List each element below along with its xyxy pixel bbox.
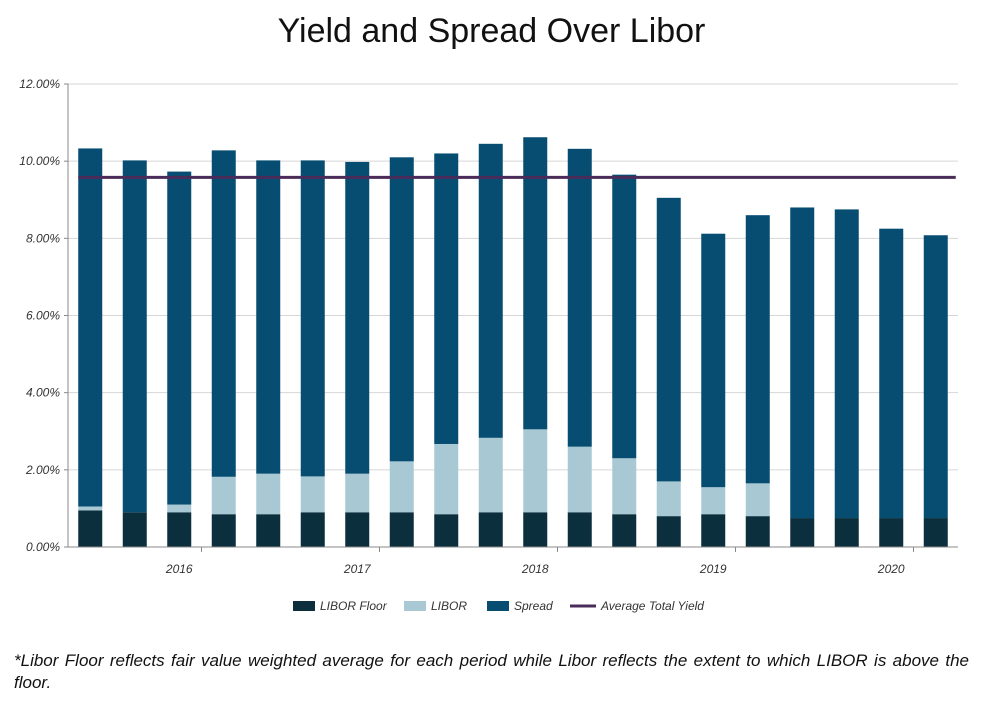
bar-libor [211,476,236,515]
bar-spread [78,148,103,507]
bar-libor-floor [478,512,503,547]
bar-libor-floor [345,512,370,547]
bar-libor-floor [167,512,192,547]
bar-libor-floor [300,512,325,547]
x-tick-label: 2018 [521,562,549,576]
x-tick-label: 2019 [699,562,727,576]
y-tick-label: 8.00% [26,231,60,245]
bar-libor-floor [256,514,281,547]
bar-spread [478,143,503,438]
bar-libor [167,504,192,513]
footnote: *Libor Floor reflects fair value weighte… [14,651,969,692]
y-tick-label: 4.00% [26,386,60,400]
legend: LIBOR Floor LIBOR Spread Average Total Yiel… [293,599,704,613]
bar-spread [523,137,548,430]
bar-libor [478,437,503,513]
legend-label: Average Total Yield [600,599,704,613]
bar-libor [78,506,103,511]
bar-spread [834,209,859,519]
y-axis: 0.00% 2.00% 4.00% 6.00% 8.00% 10.00% 12.00% [19,77,69,554]
bar-libor-floor [656,516,681,547]
bar-libor-floor [78,510,103,547]
y-tick-label: 6.00% [26,309,60,323]
y-tick-label: 12.00% [19,77,60,91]
legend-label: Spread [514,599,553,613]
bar-libor-floor [612,514,637,547]
bar-libor [701,487,726,515]
bar-spread [434,153,459,444]
bar-libor-floor [389,512,414,547]
bar-libor-floor [122,512,147,547]
bar-libor-floor [790,518,815,547]
bar-spread [701,233,726,488]
bar-libor-floor [523,512,548,547]
bar-libor [567,446,592,513]
bar-spread [879,228,904,519]
bar-libor-floor [834,518,859,547]
legend-swatch [293,601,315,611]
bar-spread [167,171,192,505]
bar-libor-floor [567,512,592,547]
bar-libor [612,458,637,515]
bar-spread [389,157,414,462]
bar-libor-floor [701,514,726,547]
bar-spread [656,197,681,482]
bar-libor-floor [923,518,948,547]
bar-spread [745,215,770,484]
x-axis: 2016 2017 2018 2019 2020 [68,546,958,576]
bar-spread [345,161,370,474]
bar-libor [345,473,370,513]
bar-libor [656,481,681,517]
y-tick-label: 2.00% [25,463,60,477]
bar-libor [256,473,281,515]
bars [78,137,948,547]
bar-libor [745,483,770,517]
bar-spread [211,150,236,477]
bar-spread [923,235,948,519]
x-tick-label: 2016 [165,562,193,576]
bar-libor [434,443,459,515]
legend-swatch [487,601,509,611]
chart-title: Yield and Spread Over Libor [277,12,706,50]
y-tick-label: 0.00% [26,540,60,554]
bar-spread [567,148,592,447]
bar-spread [612,174,637,459]
legend-swatch [404,601,426,611]
legend-label: LIBOR [431,599,467,613]
bar-libor [523,429,548,513]
bar-libor [389,461,414,513]
bar-spread [256,160,281,474]
bar-spread [122,160,147,513]
chart-svg: 0.00% 2.00% 4.00% 6.00% 8.00% 10.00% 12.00% 20… [19,77,958,613]
legend-label: LIBOR Floor [320,599,388,613]
x-tick-label: 2017 [343,562,372,576]
bar-libor-floor [211,514,236,547]
bar-libor [300,476,325,513]
gridlines [68,83,958,471]
bar-spread [300,160,325,477]
x-tick-label: 2020 [877,562,905,576]
y-tick-label: 10.00% [19,154,60,168]
bar-libor-floor [745,516,770,547]
bar-libor-floor [879,518,904,547]
bar-spread [790,207,815,519]
bar-libor-floor [434,514,459,547]
